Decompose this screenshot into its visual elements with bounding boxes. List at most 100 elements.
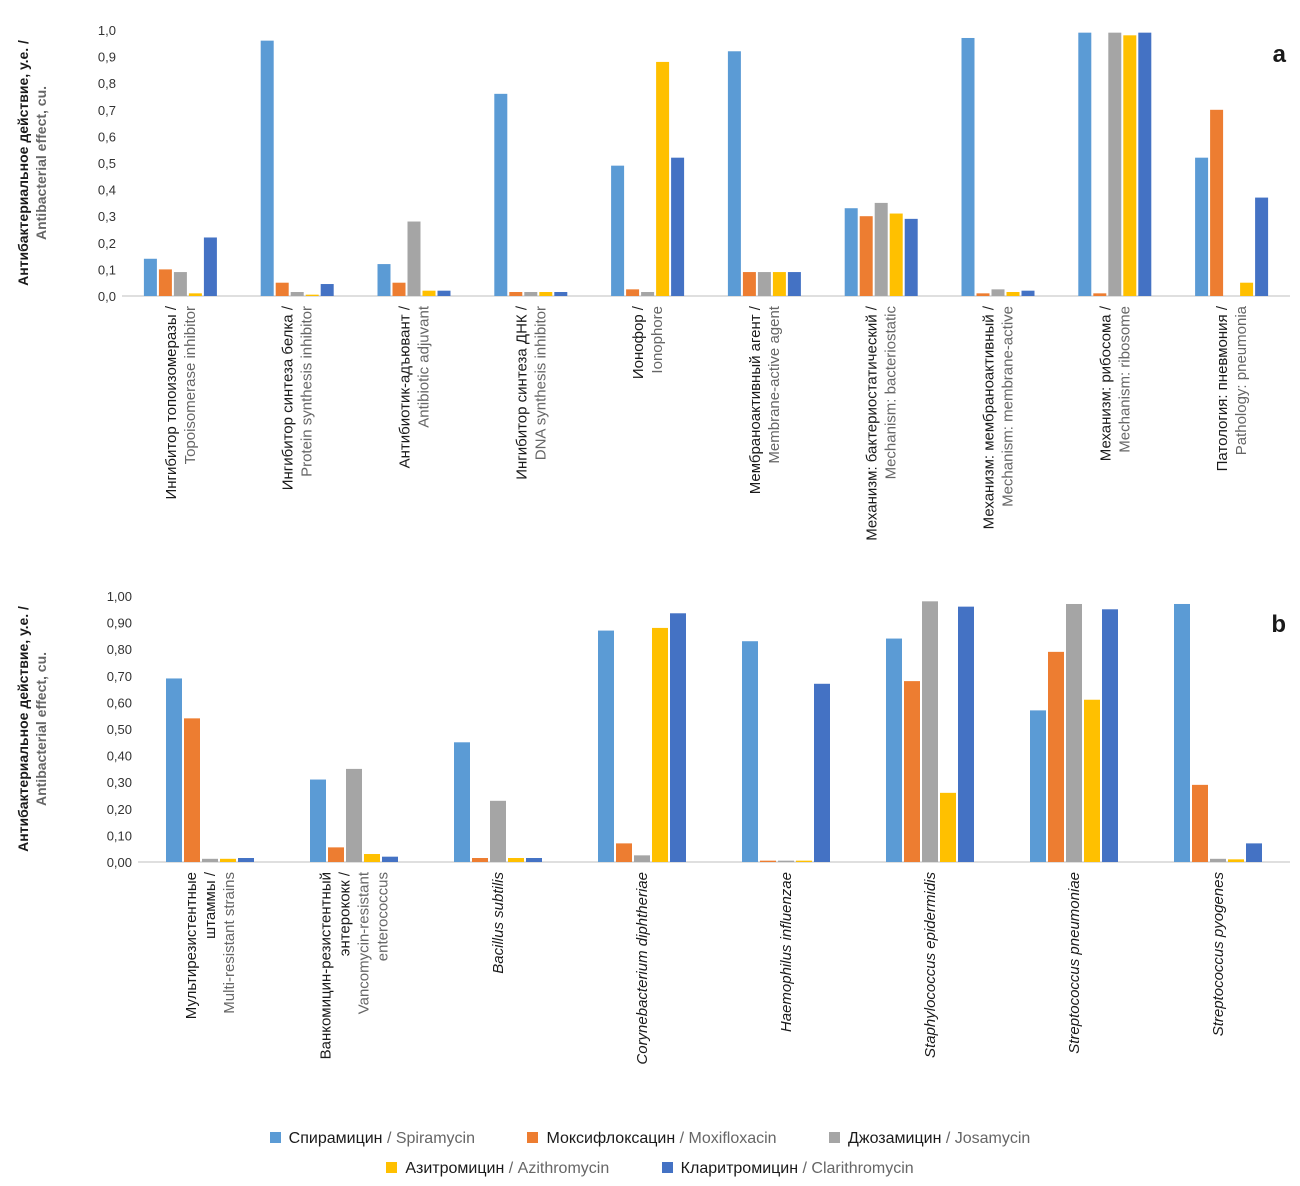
bar-b-s0-c6 bbox=[1030, 710, 1046, 862]
x-tick-label: энтерококк / bbox=[337, 871, 354, 956]
x-tick-label: штаммы / bbox=[202, 871, 219, 939]
chart-panel-a: 0,0 0,1 0,2 0,3 0,4 0,5 0,6 0,7 0,8 0,9 1,0 Ингибит… bbox=[15, 23, 1290, 541]
bar-a-s3-c1 bbox=[305, 294, 319, 296]
x-tick-label: Haemophilus influenzae bbox=[778, 872, 795, 1032]
bar-a-s0-c9 bbox=[1195, 157, 1209, 296]
y-tick-label: 0,7 bbox=[98, 103, 116, 118]
legend: Спирамицин / Spiramycin Моксифлоксацин /… bbox=[0, 1124, 1300, 1184]
legend-label-ru: Азитромицин bbox=[405, 1160, 505, 1177]
y-tick-label: 0,2 bbox=[98, 236, 116, 251]
x-tick-label: Ionophore bbox=[649, 306, 666, 374]
y-tick-label: 0,0 bbox=[98, 289, 116, 304]
bar-b-s4-c5 bbox=[958, 606, 974, 862]
x-tick-label: Corynebacterium diphtheriae bbox=[634, 872, 651, 1065]
bar-a-s0-c6 bbox=[844, 208, 858, 296]
legend-separator: / bbox=[382, 1130, 396, 1147]
bar-a-s1-c4 bbox=[626, 289, 640, 296]
bar-b-s3-c4 bbox=[796, 860, 812, 862]
bar-b-s3-c0 bbox=[220, 858, 236, 862]
bar-a-s3-c0 bbox=[188, 293, 202, 296]
x-tick-label: Мультирезистентные bbox=[183, 872, 200, 1019]
legend-swatch-josamycin bbox=[829, 1132, 841, 1143]
bar-b-s1-c5 bbox=[904, 681, 920, 862]
bar-a-s0-c3 bbox=[494, 93, 508, 296]
bar-a-s4-c7 bbox=[1021, 290, 1035, 296]
x-tick-label: Streptococcus pyogenes bbox=[1210, 872, 1227, 1037]
bar-b-s4-c4 bbox=[814, 683, 830, 862]
panel-label-a: a bbox=[1273, 41, 1287, 68]
x-tick-label: Antibiotic adjuvant bbox=[416, 305, 433, 428]
bar-a-s3-c6 bbox=[889, 213, 903, 296]
x-tick-label: Mechanism: bacteriostatic bbox=[883, 306, 900, 480]
y-tick-label: 0,10 bbox=[107, 828, 132, 843]
bar-b-s2-c5 bbox=[922, 601, 938, 862]
x-tick-label: enterococcus bbox=[375, 872, 392, 961]
y-axis-title-en: Antibacterial effect, cu. bbox=[33, 652, 49, 806]
bar-b-s3-c6 bbox=[1084, 699, 1100, 862]
bar-a-s1-c5 bbox=[742, 272, 756, 296]
bar-a-s3-c8 bbox=[1123, 35, 1137, 296]
bar-a-s1-c1 bbox=[275, 282, 289, 296]
x-tick-label: Streptococcus pneumoniae bbox=[1066, 872, 1083, 1054]
bar-b-s2-c3 bbox=[634, 855, 650, 862]
bar-a-s2-c4 bbox=[641, 292, 655, 296]
y-tick-label: 0,90 bbox=[107, 616, 132, 631]
x-tick-label: Protein synthesis inhibitor bbox=[299, 306, 316, 477]
legend-label-ru: Кларитромицин bbox=[680, 1160, 799, 1177]
x-tick-label: Ингибитор синтеза белка / bbox=[280, 305, 297, 490]
y-tick-label: 1,00 bbox=[107, 589, 132, 604]
figure-canvas: 0,0 0,1 0,2 0,3 0,4 0,5 0,6 0,7 0,8 0,9 1,0 Ингибит… bbox=[15, 23, 1290, 1065]
panel-label-b: b bbox=[1271, 611, 1286, 638]
y-tick-label: 0,20 bbox=[107, 802, 132, 817]
bar-b-s1-c0 bbox=[184, 718, 200, 862]
bar-b-s3-c1 bbox=[364, 854, 380, 862]
legend-row-2: Азитромицин / Azithromycin Кларитромицин… bbox=[0, 1154, 1300, 1184]
bar-b-s1-c2 bbox=[472, 858, 488, 862]
x-tick-label: Ванкомицин-резистентный bbox=[318, 872, 335, 1059]
bar-b-s1-c1 bbox=[328, 847, 344, 862]
bar-a-s4-c8 bbox=[1138, 32, 1152, 296]
x-tick-label: Bacillus subtilis bbox=[490, 872, 507, 974]
bar-a-s1-c9 bbox=[1210, 109, 1224, 296]
bar-a-s4-c3 bbox=[554, 292, 568, 296]
y-tick-label: 0,6 bbox=[98, 129, 116, 144]
bar-a-s3-c3 bbox=[539, 292, 553, 296]
bar-b-s4-c0 bbox=[238, 858, 254, 862]
bar-a-s1-c0 bbox=[158, 269, 172, 296]
bar-a-s4-c9 bbox=[1255, 197, 1269, 296]
legend-swatch-azithromycin bbox=[386, 1162, 398, 1173]
legend-label-en: Azithromycin bbox=[517, 1160, 610, 1177]
x-tick-label: Механизм: рибосома / bbox=[1097, 305, 1114, 461]
bar-a-s1-c3 bbox=[509, 292, 523, 296]
bar-a-s1-c8 bbox=[1093, 293, 1107, 296]
y-tick-label: 0,80 bbox=[107, 642, 132, 657]
bar-b-s1-c6 bbox=[1048, 651, 1064, 862]
y-tick-label: 0,50 bbox=[107, 722, 132, 737]
legend-swatch-spiramycin bbox=[269, 1132, 281, 1143]
bar-b-s3-c5 bbox=[940, 792, 956, 862]
x-tick-label: Mechanism: membrane-active bbox=[1000, 306, 1017, 507]
x-tick-label: Membrane-active agent bbox=[766, 305, 783, 463]
bar-a-s0-c5 bbox=[727, 51, 741, 296]
legend-item-josamycin: Джозамицин / Josamycin bbox=[829, 1124, 1030, 1154]
bar-a-s0-c4 bbox=[611, 165, 625, 296]
y-tick-label: 0,1 bbox=[98, 262, 116, 277]
y-tick-label: 0,70 bbox=[107, 669, 132, 684]
y-tick-label: 0,8 bbox=[98, 76, 116, 91]
bar-b-s2-c4 bbox=[778, 860, 794, 862]
bar-b-s2-c6 bbox=[1066, 603, 1082, 862]
bar-b-s0-c0 bbox=[166, 678, 182, 862]
bar-b-s2-c2 bbox=[490, 800, 506, 862]
bar-b-s0-c5 bbox=[886, 638, 902, 862]
legend-row-1: Спирамицин / Spiramycin Моксифлоксацин /… bbox=[0, 1124, 1300, 1154]
bar-b-s4-c2 bbox=[526, 858, 542, 862]
bar-a-s4-c6 bbox=[904, 218, 918, 296]
bar-b-s4-c6 bbox=[1102, 609, 1118, 862]
legend-item-spiramycin: Спирамицин / Spiramycin bbox=[269, 1124, 475, 1154]
x-tick-label: Vancomycin-resistant bbox=[356, 871, 373, 1014]
bar-a-s0-c2 bbox=[377, 264, 391, 296]
legend-item-azithromycin: Азитромицин / Azithromycin bbox=[386, 1154, 609, 1184]
bar-b-s1-c4 bbox=[760, 860, 776, 862]
bar-b-s1-c7 bbox=[1192, 784, 1208, 862]
bar-b-s2-c7 bbox=[1210, 858, 1226, 862]
